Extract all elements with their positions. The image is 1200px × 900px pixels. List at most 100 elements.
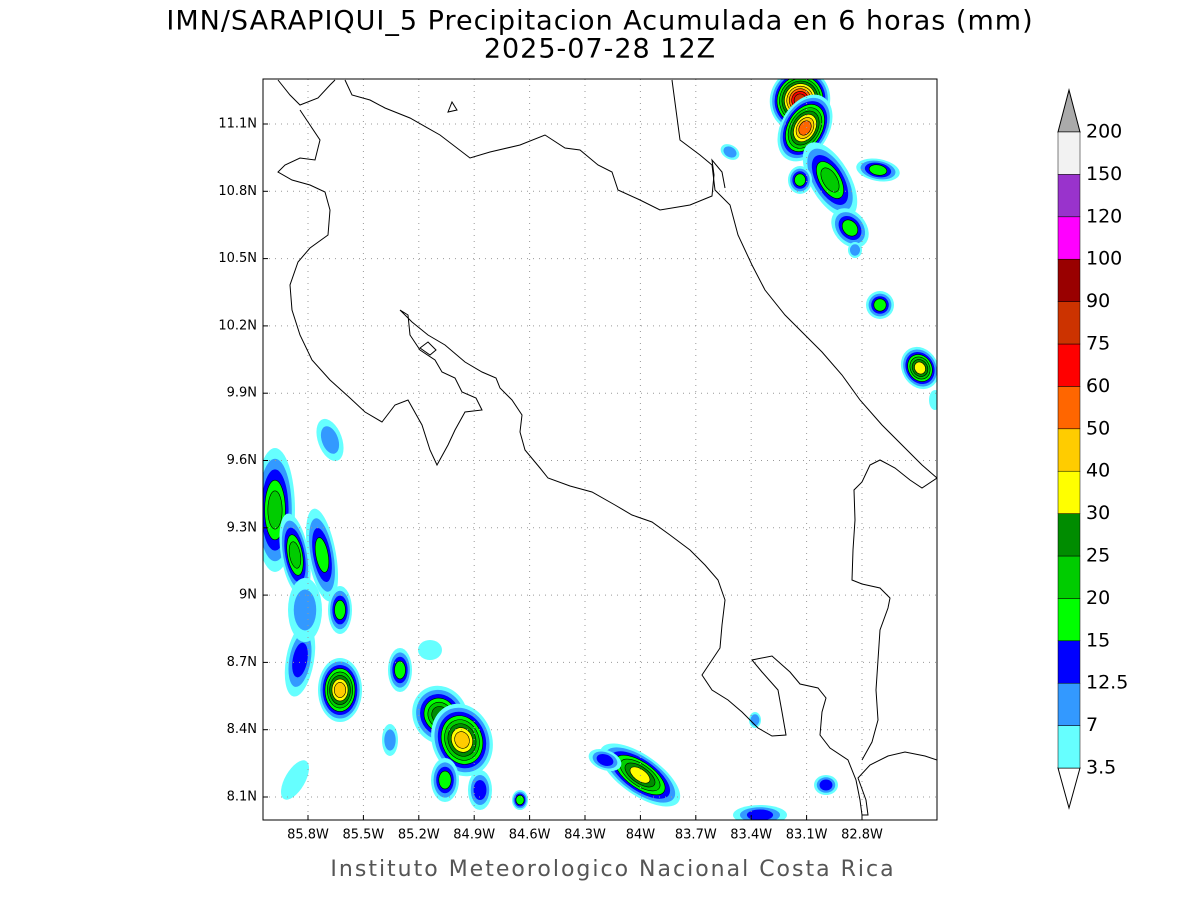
lon-tick-label: 85.2W	[398, 828, 440, 843]
precip-contour	[873, 298, 887, 312]
precipitation-field	[263, 79, 937, 820]
colorbar-bin	[1057, 640, 1081, 684]
precip-contour	[723, 146, 737, 158]
colorbar-label: 40	[1086, 460, 1110, 482]
lon-tick-label: 84.6W	[509, 828, 551, 843]
precip-contour	[454, 731, 470, 749]
colorbar-label: 7	[1086, 714, 1098, 736]
precip-contour	[281, 760, 309, 800]
lon-tick-label: 83.7W	[675, 828, 717, 843]
lat-tick-label: 9.9N	[227, 386, 257, 401]
colorbar-bin	[1057, 343, 1081, 387]
colorbar-bin	[1057, 386, 1081, 430]
colorbar-bin	[1057, 470, 1081, 514]
lon-tick-label: 85.8W	[287, 828, 329, 843]
colorbar-label: 3.5	[1086, 757, 1116, 779]
precip-contour	[293, 589, 317, 631]
colorbar-label: 20	[1086, 587, 1110, 609]
precip-contour	[841, 219, 859, 237]
lon-tick-label: 83.4W	[730, 828, 772, 843]
precip-contour	[418, 640, 442, 660]
colorbar-bin	[1057, 216, 1081, 260]
colorbar-bin	[1057, 682, 1081, 726]
precip-contour	[798, 120, 812, 136]
lat-tick-label: 10.8N	[218, 184, 257, 199]
precip-contour	[820, 167, 840, 193]
coastline	[277, 109, 937, 816]
precip-contour	[394, 660, 406, 680]
precip-contour	[334, 600, 346, 620]
precip-contour	[473, 780, 487, 800]
precip-contour	[515, 794, 525, 806]
precip-contour	[438, 770, 452, 790]
precip-contour	[333, 682, 347, 698]
colorbar-label: 100	[1086, 248, 1122, 270]
lat-tick-label: 8.1N	[227, 790, 257, 805]
precip-contour	[292, 642, 308, 678]
title: IMN/SARAPIQUI_5 Precipitacion Acumulada …	[166, 6, 1033, 37]
colorbar-label: 15	[1086, 629, 1110, 651]
footer: Instituto Meteorologico Nacional Costa R…	[330, 857, 895, 882]
lon-tick-label: 84.3W	[564, 828, 606, 843]
island	[419, 100, 458, 356]
precip-contour	[314, 537, 330, 573]
precip-contour	[746, 809, 774, 820]
lat-tick-label: 10.2N	[218, 318, 257, 333]
lat-tick-label: 9.3N	[227, 520, 257, 535]
map-frame	[262, 78, 938, 821]
precip-contour	[384, 729, 396, 751]
lon-tick-label: 83.1W	[786, 828, 828, 843]
colorbar-arrow-above	[1057, 88, 1081, 133]
lat-tick-label: 9.6N	[227, 453, 257, 468]
precip-contour	[819, 779, 833, 791]
colorbar-bin	[1057, 725, 1081, 769]
precip-contour	[929, 390, 937, 410]
border	[851, 459, 937, 761]
coastline	[671, 79, 937, 479]
colorbar-bin	[1057, 428, 1081, 472]
colorbar-bin	[1057, 555, 1081, 599]
subtitle: 2025-07-28 12Z	[484, 34, 716, 65]
coastlines	[277, 79, 937, 816]
lat-tick-label: 8.4N	[227, 722, 257, 737]
colorbar-arrow-below	[1057, 767, 1081, 810]
colorbar-label: 12.5	[1086, 672, 1128, 694]
lon-tick-label: 84W	[626, 828, 656, 843]
colorbar-bin	[1057, 513, 1081, 557]
precip-contour	[914, 361, 926, 375]
colorbar-label: 60	[1086, 375, 1110, 397]
precip-contour	[288, 541, 302, 569]
precip-contour	[794, 173, 806, 187]
precip-contour	[868, 164, 888, 176]
colorbar-bin	[1057, 174, 1081, 218]
colorbar-label: 120	[1086, 205, 1122, 227]
border	[344, 79, 726, 211]
precip-contour	[849, 244, 861, 256]
lat-tick-label: 11.1N	[218, 117, 257, 132]
lon-tick-label: 84.9W	[453, 828, 495, 843]
colorbar-bin	[1057, 598, 1081, 642]
colorbar-label: 30	[1086, 502, 1110, 524]
colorbar-label: 25	[1086, 545, 1110, 567]
precip-contour	[267, 490, 283, 530]
lon-tick-label: 82.8W	[841, 828, 883, 843]
colorbar-label: 50	[1086, 417, 1110, 439]
colorbar-label: 200	[1086, 121, 1122, 143]
colorbar-label: 150	[1086, 163, 1122, 185]
precip-contour	[596, 753, 614, 767]
lat-tick-label: 9N	[239, 588, 257, 603]
colorbar: 3.5 7 12.5 15 20 25 30 40 50 60 75 90 100 120 150 200	[1057, 88, 1128, 810]
grid: 11.1N 10.8N 10.5N 10.2N 9.9N 9.6N 9.3N 9N 8.7N 8.…	[218, 79, 937, 843]
colorbar-label: 90	[1086, 290, 1110, 312]
precip-contour	[320, 426, 340, 454]
colorbar-bin	[1057, 301, 1081, 345]
lat-tick-label: 8.7N	[227, 655, 257, 670]
precip-contour	[750, 714, 760, 726]
coastline	[277, 79, 336, 106]
lon-tick-label: 85.5W	[342, 828, 384, 843]
colorbar-bin	[1057, 131, 1081, 175]
lat-tick-label: 10.5N	[218, 251, 257, 266]
colorbar-bin	[1057, 258, 1081, 302]
colorbar-label: 75	[1086, 333, 1110, 355]
